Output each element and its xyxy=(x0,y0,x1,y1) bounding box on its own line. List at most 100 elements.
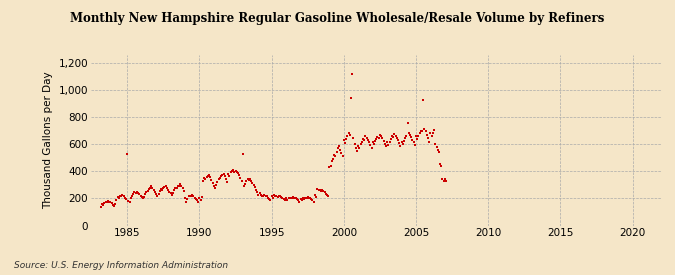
Point xyxy=(100,200,111,204)
Point xyxy=(229,170,240,174)
Point xyxy=(300,196,310,201)
Point xyxy=(261,194,272,199)
Point xyxy=(225,170,236,174)
Point xyxy=(301,196,312,201)
Point xyxy=(175,182,186,186)
Point xyxy=(387,134,398,138)
Point xyxy=(244,177,255,181)
Point xyxy=(324,165,335,169)
Point xyxy=(202,174,213,178)
Point xyxy=(211,183,221,187)
Point xyxy=(350,146,361,151)
Point xyxy=(342,134,353,138)
Point xyxy=(312,187,323,191)
Point xyxy=(242,177,253,181)
Point xyxy=(219,174,230,178)
Point xyxy=(362,138,373,142)
Point xyxy=(170,186,181,191)
Point xyxy=(142,189,153,193)
Point xyxy=(382,140,393,144)
Y-axis label: Thousand Gallons per Day: Thousand Gallons per Day xyxy=(43,72,53,209)
Point xyxy=(330,154,341,159)
Point xyxy=(183,194,194,199)
Point xyxy=(184,194,195,198)
Point xyxy=(424,139,435,144)
Point xyxy=(427,131,438,135)
Point xyxy=(250,188,261,192)
Point xyxy=(299,197,310,201)
Point xyxy=(98,203,109,207)
Point xyxy=(236,179,247,183)
Point xyxy=(390,133,401,138)
Point xyxy=(224,174,235,178)
Point xyxy=(286,196,296,200)
Point xyxy=(139,195,150,199)
Point xyxy=(282,198,293,202)
Point xyxy=(392,135,402,140)
Point xyxy=(421,133,432,137)
Point xyxy=(194,196,205,201)
Point xyxy=(272,195,283,199)
Point xyxy=(258,194,269,199)
Point xyxy=(115,194,126,199)
Point xyxy=(399,139,410,143)
Point xyxy=(383,143,394,147)
Point xyxy=(404,133,415,137)
Point xyxy=(430,142,441,147)
Point xyxy=(238,183,249,188)
Point xyxy=(260,194,271,198)
Point xyxy=(247,181,258,185)
Point xyxy=(233,171,244,176)
Point xyxy=(369,142,379,147)
Point xyxy=(112,195,123,199)
Point xyxy=(123,199,134,203)
Point xyxy=(421,129,431,134)
Point xyxy=(264,197,275,201)
Point xyxy=(355,142,366,147)
Point xyxy=(227,169,238,174)
Point xyxy=(315,188,325,192)
Point xyxy=(146,184,157,188)
Point xyxy=(249,185,260,189)
Point xyxy=(216,174,227,178)
Point xyxy=(294,200,304,204)
Point xyxy=(115,194,126,198)
Point xyxy=(332,146,343,151)
Point xyxy=(132,189,142,194)
Point xyxy=(404,131,414,136)
Point xyxy=(164,189,175,194)
Point xyxy=(252,190,263,194)
Point xyxy=(176,184,187,188)
Point xyxy=(213,177,224,182)
Point xyxy=(221,177,232,181)
Point xyxy=(240,181,250,186)
Point xyxy=(401,133,412,138)
Point xyxy=(275,194,286,199)
Point xyxy=(187,193,198,197)
Point xyxy=(234,173,244,178)
Point xyxy=(159,185,170,189)
Point xyxy=(441,179,452,183)
Point xyxy=(372,135,383,139)
Point xyxy=(331,150,342,155)
Point xyxy=(429,128,439,132)
Point xyxy=(373,135,384,140)
Point xyxy=(371,137,382,141)
Point xyxy=(375,133,385,137)
Point xyxy=(418,97,429,102)
Point xyxy=(182,197,193,201)
Point xyxy=(201,175,212,180)
Point xyxy=(359,138,370,142)
Point xyxy=(317,188,327,192)
Point xyxy=(283,196,294,200)
Point xyxy=(153,191,164,196)
Point xyxy=(436,164,447,168)
Point xyxy=(370,139,381,143)
Point xyxy=(413,133,424,138)
Point xyxy=(338,138,349,142)
Point xyxy=(360,134,371,138)
Point xyxy=(161,185,172,190)
Point xyxy=(288,195,298,199)
Text: Monthly New Hampshire Regular Gasoline Wholesale/Resale Volume by Refiners: Monthly New Hampshire Regular Gasoline W… xyxy=(70,12,605,25)
Point xyxy=(230,169,241,173)
